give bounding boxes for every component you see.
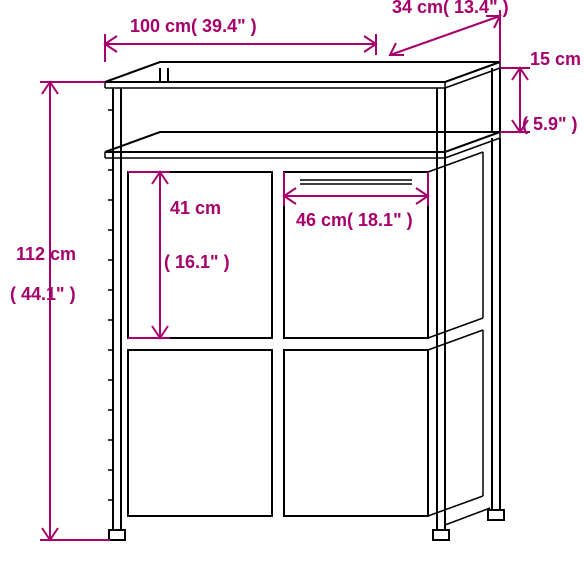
dim-height: 112 cm ( 44.1" ) bbox=[10, 82, 110, 540]
dim-width: 100 cm( 39.4" ) bbox=[105, 16, 376, 62]
dim-cubby-h-in: ( 16.1" ) bbox=[164, 252, 230, 272]
furniture-outline bbox=[105, 62, 504, 540]
dim-cubby-w-label: 46 cm( 18.1" ) bbox=[296, 210, 413, 230]
dim-shelf-gap: 15 cm ( 5.9" ) bbox=[500, 49, 581, 134]
dim-height-in: ( 44.1" ) bbox=[10, 284, 76, 304]
dim-depth: 34 cm( 13.4" ) bbox=[390, 0, 509, 62]
dim-cubby-h-cm: 41 cm bbox=[170, 198, 221, 218]
dim-shelf-gap-in: ( 5.9" ) bbox=[522, 114, 578, 134]
dim-cubby-height: 41 cm ( 16.1" ) bbox=[128, 172, 230, 338]
dim-depth-label: 34 cm( 13.4" ) bbox=[392, 0, 509, 17]
dim-width-label: 100 cm( 39.4" ) bbox=[130, 16, 257, 36]
dim-shelf-gap-cm: 15 cm bbox=[530, 49, 581, 69]
dim-height-cm: 112 cm bbox=[16, 244, 76, 264]
dimension-diagram: 100 cm( 39.4" ) 34 cm( 13.4" ) 15 cm ( 5… bbox=[0, 0, 584, 584]
